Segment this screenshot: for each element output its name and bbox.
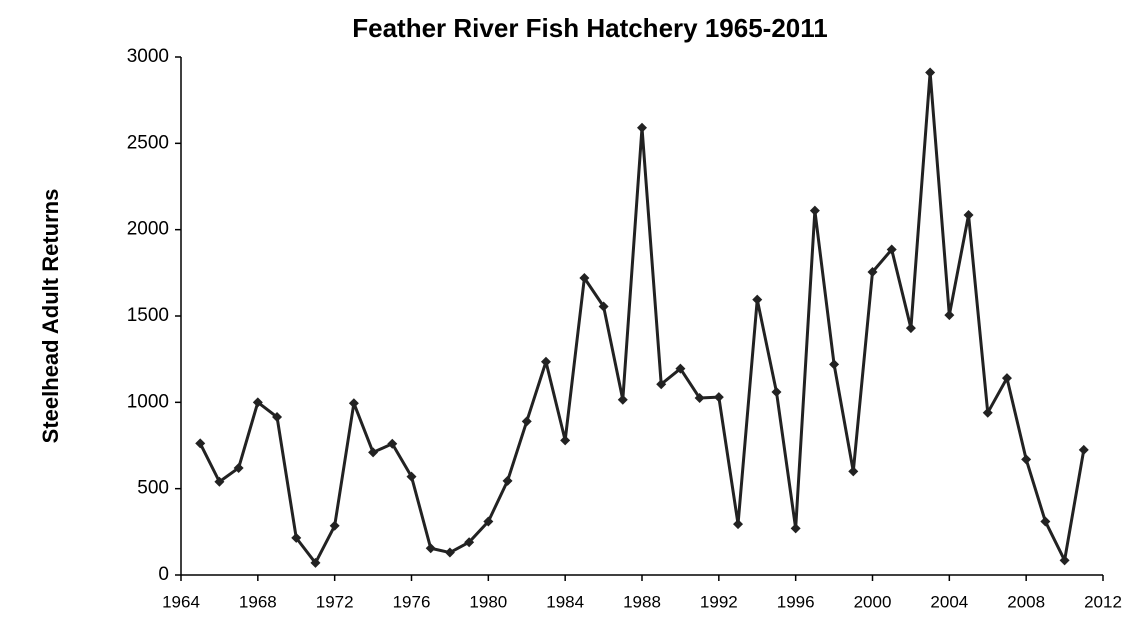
data-point (252, 397, 263, 408)
data-point (579, 273, 590, 284)
y-tick-label: 1500 (127, 305, 169, 326)
data-point (886, 244, 897, 255)
data-point (713, 392, 724, 403)
data-point (1001, 373, 1012, 384)
y-tick-label: 1000 (127, 391, 169, 412)
data-point (1078, 444, 1089, 455)
data-point (560, 435, 571, 446)
x-tick-label: 1996 (777, 592, 815, 611)
data-point (925, 67, 936, 78)
x-tick-label: 1980 (469, 592, 507, 611)
y-tick-label: 0 (158, 564, 169, 585)
data-point (656, 379, 667, 390)
x-tick-label: 1992 (700, 592, 738, 611)
data-point (444, 547, 455, 558)
data-point (771, 386, 782, 397)
x-tick-label: 1964 (162, 592, 200, 611)
data-point (1059, 555, 1070, 566)
data-point (733, 519, 744, 530)
data-point (1040, 516, 1051, 527)
data-point (867, 266, 878, 277)
x-tick-label: 2012 (1084, 592, 1122, 611)
data-point (233, 462, 244, 473)
data-point (291, 532, 302, 543)
data-point (483, 516, 494, 527)
data-point (905, 323, 916, 334)
data-point (464, 537, 475, 548)
data-point (195, 438, 206, 449)
data-point (675, 363, 686, 374)
data-point (944, 310, 955, 321)
data-point (637, 122, 647, 133)
data-point (829, 359, 840, 370)
data-point (406, 471, 417, 482)
data-point (809, 205, 820, 216)
data-point (329, 520, 340, 531)
data-point (963, 209, 974, 220)
x-tick-label: 2008 (1007, 592, 1045, 611)
y-tick-label: 2000 (127, 219, 169, 240)
x-tick-label: 1988 (623, 592, 661, 611)
data-point (310, 557, 321, 568)
data-point (368, 447, 379, 458)
data-point (540, 356, 551, 367)
data-point (982, 407, 993, 418)
data-point (1021, 454, 1032, 465)
data-point (790, 523, 801, 534)
x-tick-label: 1976 (393, 592, 431, 611)
data-point (387, 438, 398, 449)
x-tick-label: 1972 (316, 592, 354, 611)
x-tick-label: 1968 (239, 592, 277, 611)
y-tick-label: 2500 (127, 132, 169, 153)
data-point (848, 466, 859, 477)
data-point (598, 301, 609, 312)
x-tick-label: 2004 (930, 592, 968, 611)
y-tick-label: 500 (137, 478, 169, 499)
x-tick-label: 1984 (546, 592, 584, 611)
data-point (502, 475, 513, 486)
data-point (425, 543, 436, 554)
x-tick-label: 2000 (854, 592, 892, 611)
data-point (348, 398, 359, 409)
data-point (752, 294, 763, 305)
data-point (272, 412, 283, 423)
data-point (694, 393, 705, 404)
y-axis-label: Steelhead Adult Returns (38, 189, 63, 444)
y-tick-label: 3000 (127, 46, 169, 67)
chart-title: Feather River Fish Hatchery 1965-2011 (352, 13, 827, 43)
data-point (521, 416, 532, 427)
data-point (214, 476, 225, 487)
data-point (617, 394, 628, 405)
